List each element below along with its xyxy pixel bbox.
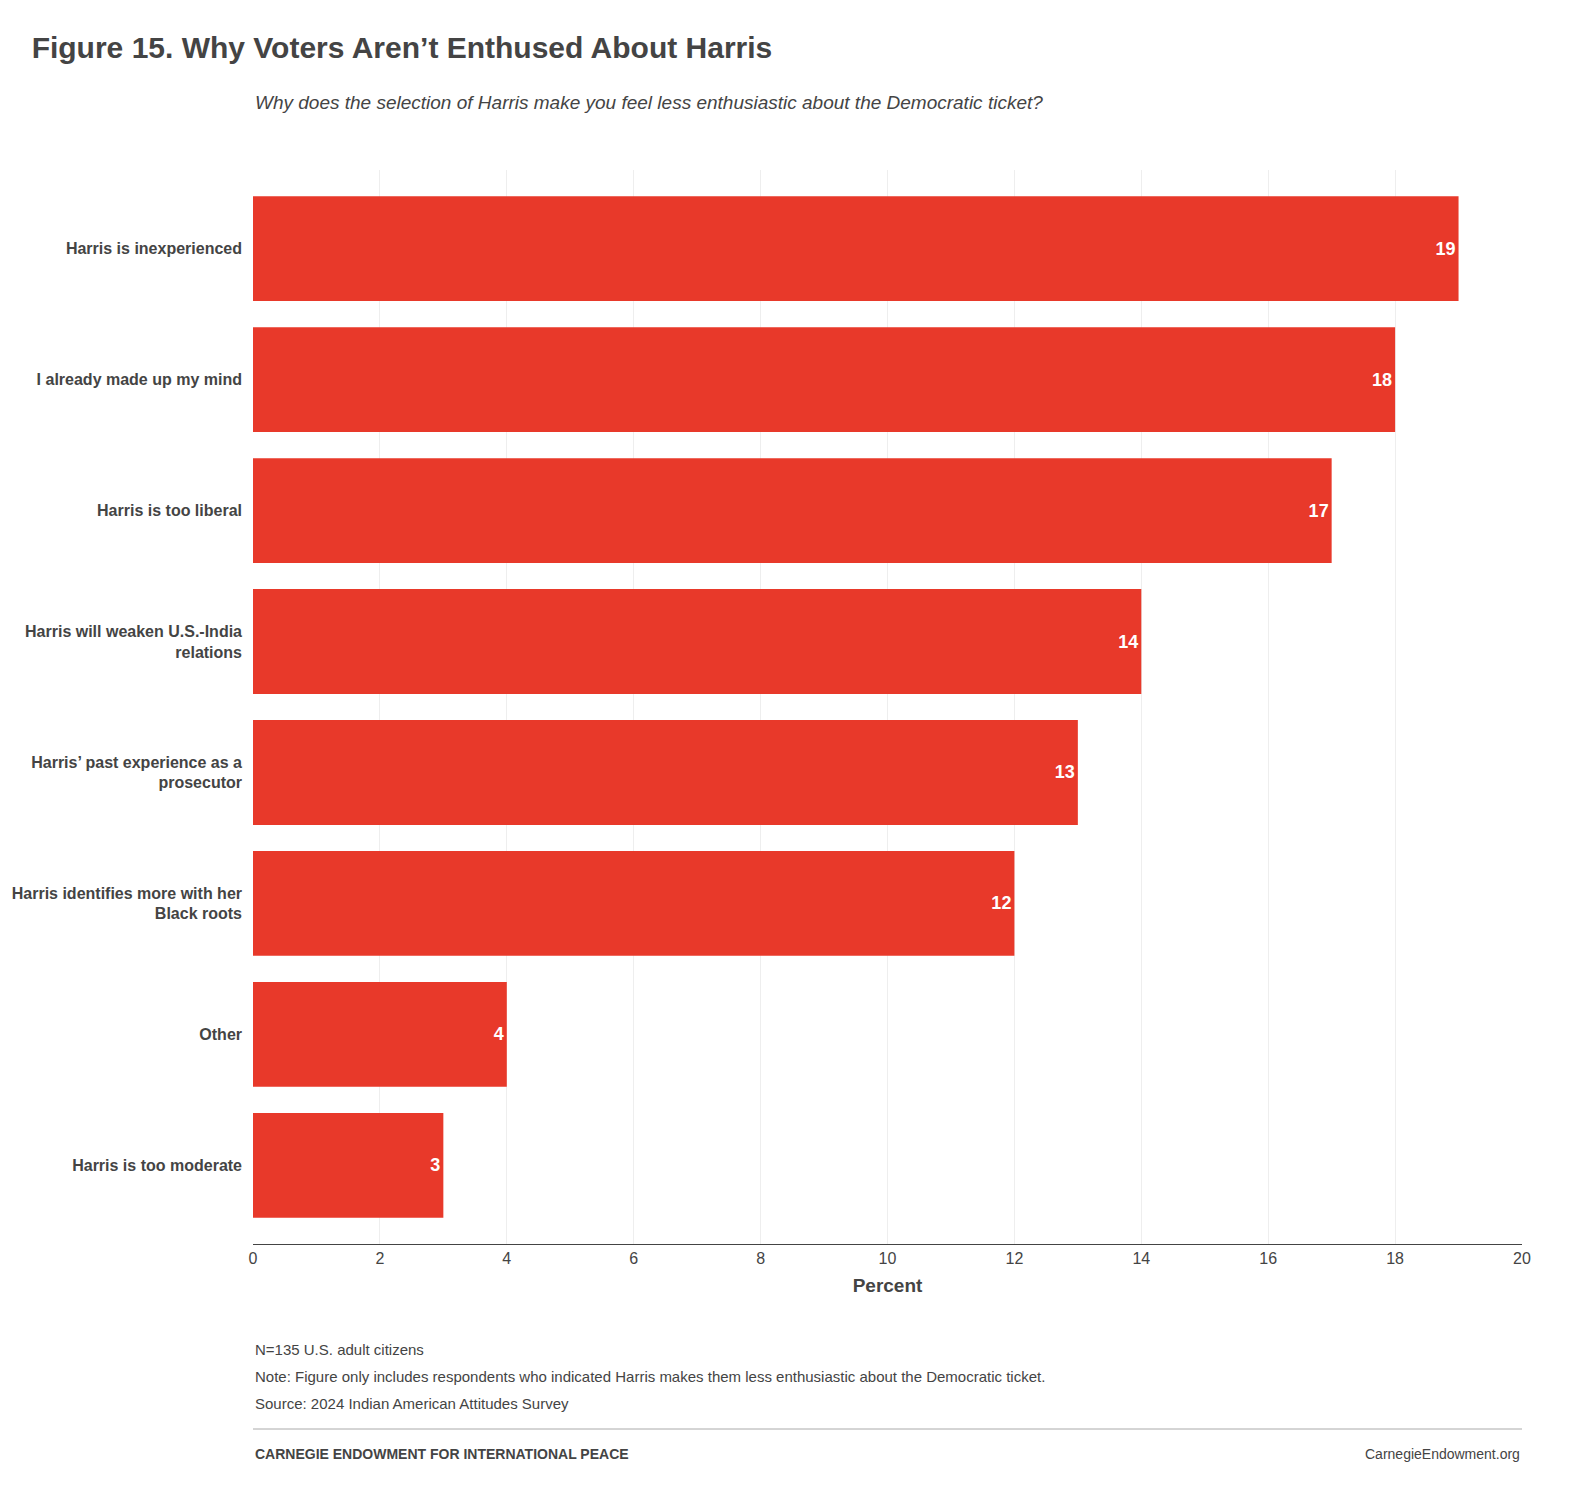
svg-text:CarnegieEndowment.org: CarnegieEndowment.org xyxy=(1365,1446,1520,1462)
svg-text:20: 20 xyxy=(1513,1250,1531,1267)
svg-text:18: 18 xyxy=(1372,370,1392,390)
svg-text:Harris is inexperienced: Harris is inexperienced xyxy=(66,240,242,257)
svg-text:Harris is too moderate: Harris is too moderate xyxy=(72,1157,242,1174)
svg-text:8: 8 xyxy=(756,1250,765,1267)
svg-text:Figure 15. Why Voters Aren’t E: Figure 15. Why Voters Aren’t Enthused Ab… xyxy=(32,31,773,64)
svg-text:Note: Figure only includes res: Note: Figure only includes respondents w… xyxy=(255,1368,1045,1385)
svg-text:2: 2 xyxy=(375,1250,384,1267)
svg-text:CARNEGIE ENDOWMENT FOR INTERNA: CARNEGIE ENDOWMENT FOR INTERNATIONAL PEA… xyxy=(255,1446,629,1462)
svg-text:16: 16 xyxy=(1259,1250,1277,1267)
svg-text:14: 14 xyxy=(1132,1250,1150,1267)
svg-text:Other: Other xyxy=(199,1026,242,1043)
svg-text:Source: 2024 Indian American A: Source: 2024 Indian American Attitudes S… xyxy=(255,1395,569,1412)
svg-text:13: 13 xyxy=(1055,762,1075,782)
svg-text:0: 0 xyxy=(249,1250,258,1267)
svg-text:17: 17 xyxy=(1309,501,1329,521)
svg-text:19: 19 xyxy=(1436,239,1456,259)
svg-text:Harris identifies more with he: Harris identifies more with herBlack roo… xyxy=(12,885,242,923)
svg-text:N=135 U.S. adult citizens: N=135 U.S. adult citizens xyxy=(255,1341,424,1358)
svg-text:I already made up my mind: I already made up my mind xyxy=(37,371,242,388)
svg-text:18: 18 xyxy=(1386,1250,1404,1267)
svg-text:12: 12 xyxy=(1006,1250,1024,1267)
svg-text:Harris’ past experience as apr: Harris’ past experience as aprosecutor xyxy=(31,754,242,792)
svg-text:4: 4 xyxy=(494,1024,504,1044)
svg-text:6: 6 xyxy=(629,1250,638,1267)
svg-text:4: 4 xyxy=(502,1250,511,1267)
svg-text:Why does the selection of Harr: Why does the selection of Harris make yo… xyxy=(255,92,1043,113)
svg-text:Harris will weaken U.S.-Indiar: Harris will weaken U.S.-Indiarelations xyxy=(25,623,242,661)
svg-text:14: 14 xyxy=(1118,632,1138,652)
svg-text:Percent: Percent xyxy=(853,1275,923,1296)
svg-text:12: 12 xyxy=(991,893,1011,913)
svg-text:10: 10 xyxy=(879,1250,897,1267)
svg-text:Harris is too liberal: Harris is too liberal xyxy=(97,502,242,519)
svg-text:3: 3 xyxy=(430,1155,440,1175)
